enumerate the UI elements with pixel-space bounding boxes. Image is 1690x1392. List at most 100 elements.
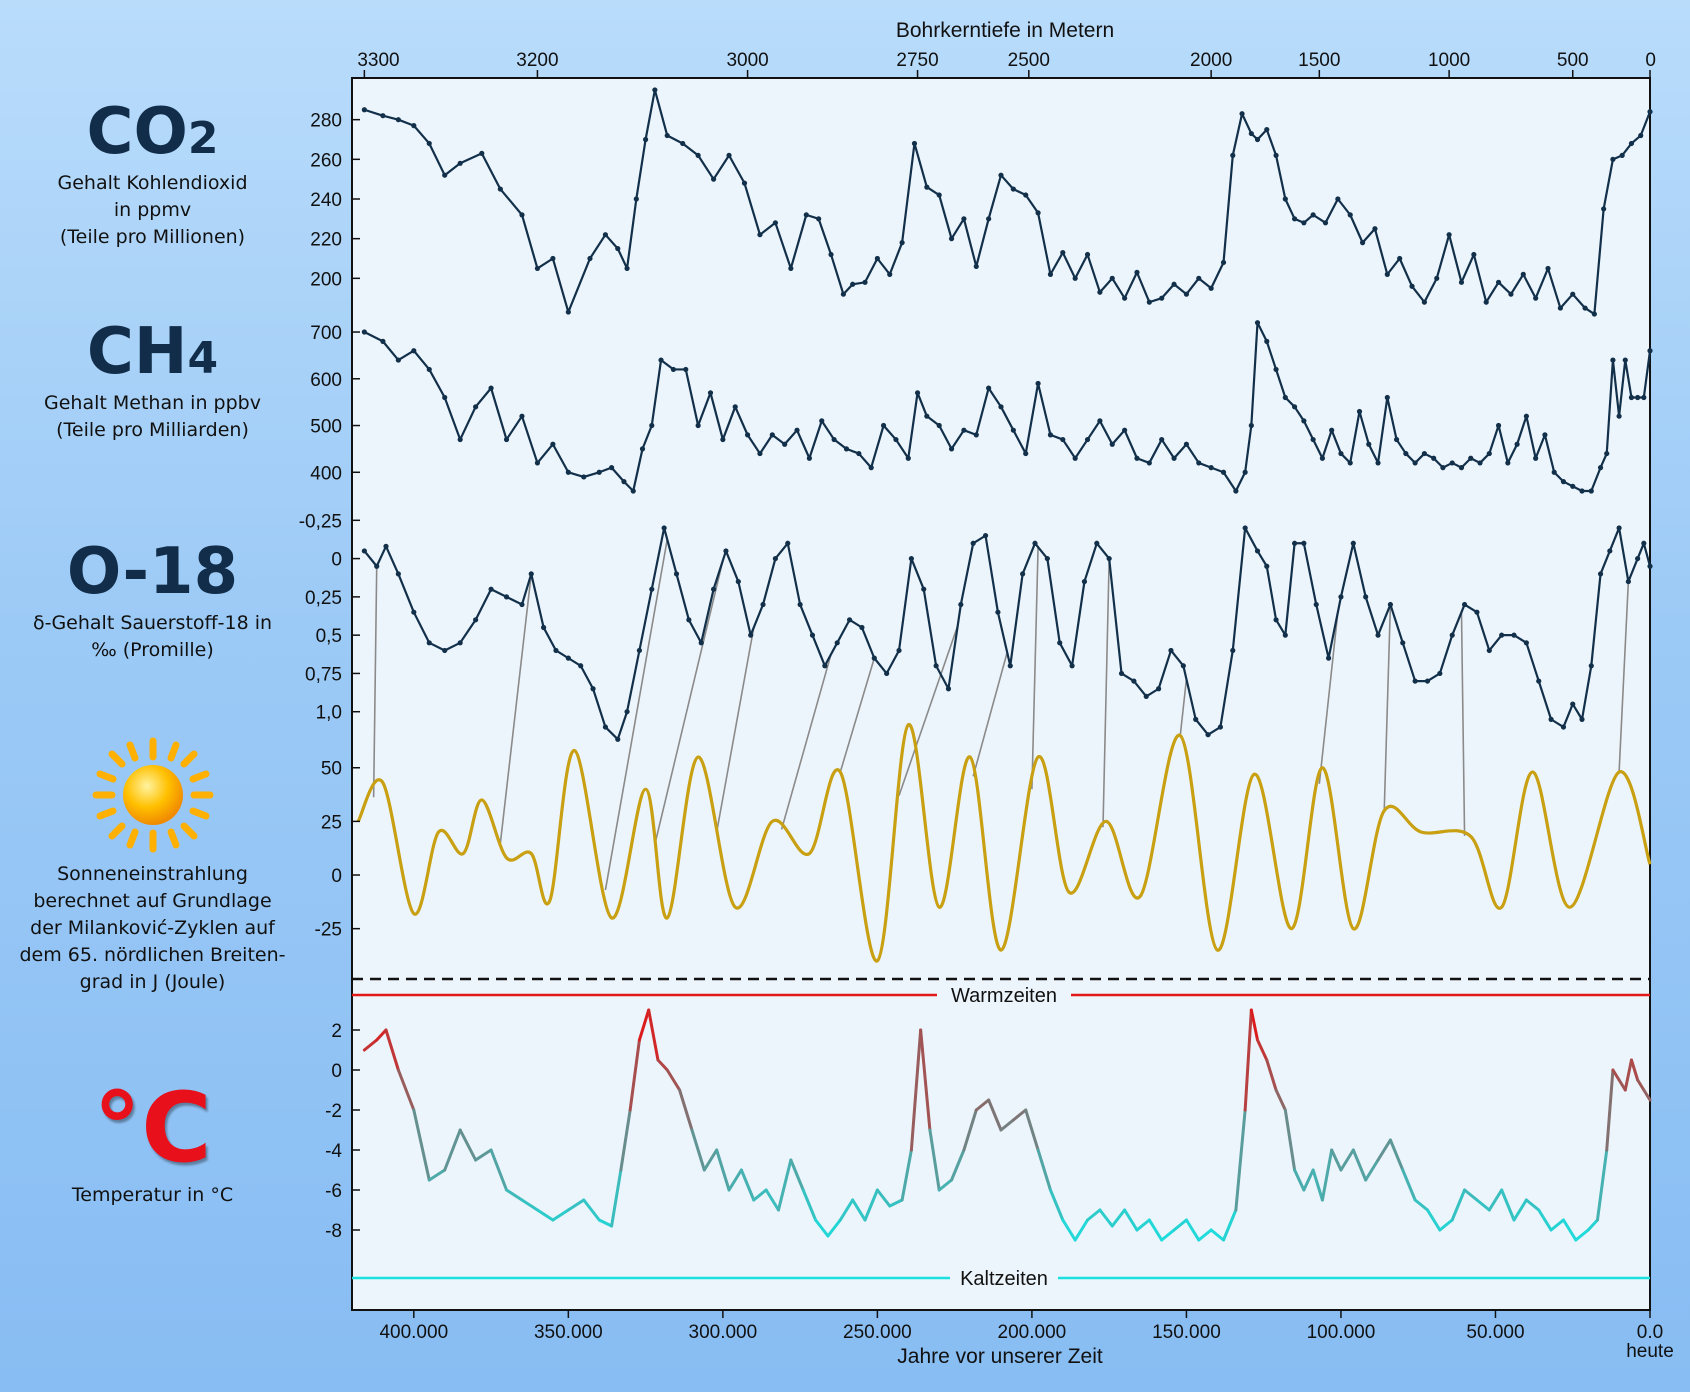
o18-description: δ-Gehalt Sauerstoff-18 in ‰ (Promille) xyxy=(10,610,295,664)
temperature-segment xyxy=(1073,1218,1090,1242)
ch4-point xyxy=(1109,441,1115,447)
temperature-segment xyxy=(1636,1078,1646,1092)
o-18-point xyxy=(426,640,432,646)
ch4-point xyxy=(1301,418,1307,424)
o-18-point xyxy=(1523,640,1529,646)
temperature-segment xyxy=(678,1088,694,1132)
o-18-point xyxy=(1313,601,1319,608)
temperature-segment xyxy=(1160,1228,1176,1242)
ch4-point xyxy=(1393,436,1400,443)
o-18-point xyxy=(602,724,609,730)
temperature-segment xyxy=(1351,1148,1368,1182)
temperature-segment xyxy=(1463,1188,1479,1202)
o-18-point xyxy=(457,640,463,646)
ch4-point xyxy=(1233,488,1239,494)
ch4-point xyxy=(806,455,812,461)
co2-point xyxy=(1282,196,1288,202)
co2-point xyxy=(1291,216,1298,222)
ch4-point xyxy=(1347,460,1353,466)
temperature-segment xyxy=(1524,1198,1541,1212)
o-18-point xyxy=(1588,663,1594,669)
o-18-point xyxy=(541,624,547,631)
co2-point xyxy=(1060,249,1066,256)
top-tick-label: 2750 xyxy=(896,50,938,71)
o-18-point xyxy=(1143,693,1149,700)
ch4-point xyxy=(744,432,751,438)
o-18-point xyxy=(1325,655,1332,661)
bottom-axis: 400.000 350.000 300.000 250.000 200.000 150.0… xyxy=(379,1310,1663,1343)
o-18-point xyxy=(1168,647,1174,654)
ch4-point xyxy=(473,404,479,410)
o-18-point xyxy=(723,548,729,554)
temperature-segment xyxy=(1011,1108,1028,1122)
ch4-point xyxy=(948,446,955,452)
temperature-segment xyxy=(619,1108,632,1172)
ch4-point xyxy=(457,436,463,443)
o18-desc-text: δ-Gehalt Sauerstoff-18 in ‰ (Promille) xyxy=(32,612,273,661)
o-18-point xyxy=(1350,540,1356,546)
o-18-point xyxy=(1007,663,1013,669)
o-18-point xyxy=(1118,670,1125,677)
ch4-point xyxy=(732,404,738,410)
temperature-segment xyxy=(1147,1218,1164,1242)
co2-point xyxy=(1458,279,1465,285)
temperature-label: °C Temperatur in °C xyxy=(10,1080,295,1209)
tie-line xyxy=(499,573,533,844)
top-tick-label: 3300 xyxy=(357,50,399,71)
temperature-segment xyxy=(1249,1008,1260,1042)
co2-point xyxy=(1421,299,1427,305)
ch4-point xyxy=(986,385,992,391)
ch4-point xyxy=(426,366,432,373)
top-tick-label: 2500 xyxy=(1008,50,1050,71)
o-18-point xyxy=(1291,540,1298,546)
y-tick-label: -0,25 xyxy=(299,511,342,532)
ch4-point xyxy=(856,450,862,457)
o-18-point xyxy=(871,655,877,661)
temperature-segment xyxy=(1172,1218,1188,1232)
co2-point xyxy=(887,271,893,277)
co2-point xyxy=(1471,251,1477,258)
ch4-point xyxy=(1208,465,1214,471)
y-tick-label: 260 xyxy=(310,150,342,171)
co2-point xyxy=(1533,295,1539,301)
tie-line xyxy=(839,657,876,773)
ch4-label: CH4 Gehalt Methan in ppbv (Teile pro Mil… xyxy=(10,320,295,444)
ch4-point xyxy=(1384,394,1390,401)
co2-label: CO2 Gehalt Kohlendioxid in ppmv (Teile p… xyxy=(10,100,295,251)
temperature-segment xyxy=(628,1038,641,1112)
co2-point xyxy=(874,255,880,262)
o-18-point xyxy=(636,647,643,654)
ch4-point xyxy=(757,450,763,457)
ch4-point xyxy=(1273,366,1279,373)
ch4-point xyxy=(1597,465,1604,471)
co2-point xyxy=(1097,289,1103,295)
o-18-point xyxy=(1282,632,1288,638)
co2-point xyxy=(973,263,979,270)
co2-point xyxy=(550,255,556,262)
y-tick-label: 2 xyxy=(331,1021,342,1042)
co2-point xyxy=(1035,210,1041,216)
top-tick-label: 2000 xyxy=(1190,50,1232,71)
insolation-label: Sonneneinstrahlung berechnet auf Grundla… xyxy=(10,735,295,996)
o-18-point xyxy=(442,647,448,654)
ch4-point xyxy=(1533,455,1539,461)
y-tick-label: 280 xyxy=(310,111,342,132)
co2-point xyxy=(664,132,670,139)
ch4-point xyxy=(1495,422,1502,429)
y-tick-label: 200 xyxy=(310,269,342,290)
co2-point xyxy=(840,291,846,297)
temperature-segment xyxy=(909,1028,923,1152)
co2-point xyxy=(936,192,942,198)
temperature-segment xyxy=(1339,1148,1355,1172)
co2-point xyxy=(741,180,748,186)
ch4-point xyxy=(868,465,874,471)
temperature-segment xyxy=(863,1188,879,1222)
o-18-point xyxy=(1094,540,1100,546)
co2-point xyxy=(850,281,856,287)
cold-label: Kaltzeiten xyxy=(960,1268,1048,1290)
temperature-segment xyxy=(1036,1148,1052,1192)
co2-point xyxy=(1434,275,1440,281)
o-18-point xyxy=(1499,632,1505,638)
temperature-segment xyxy=(1320,1148,1334,1202)
temperature-segment xyxy=(962,1108,978,1152)
